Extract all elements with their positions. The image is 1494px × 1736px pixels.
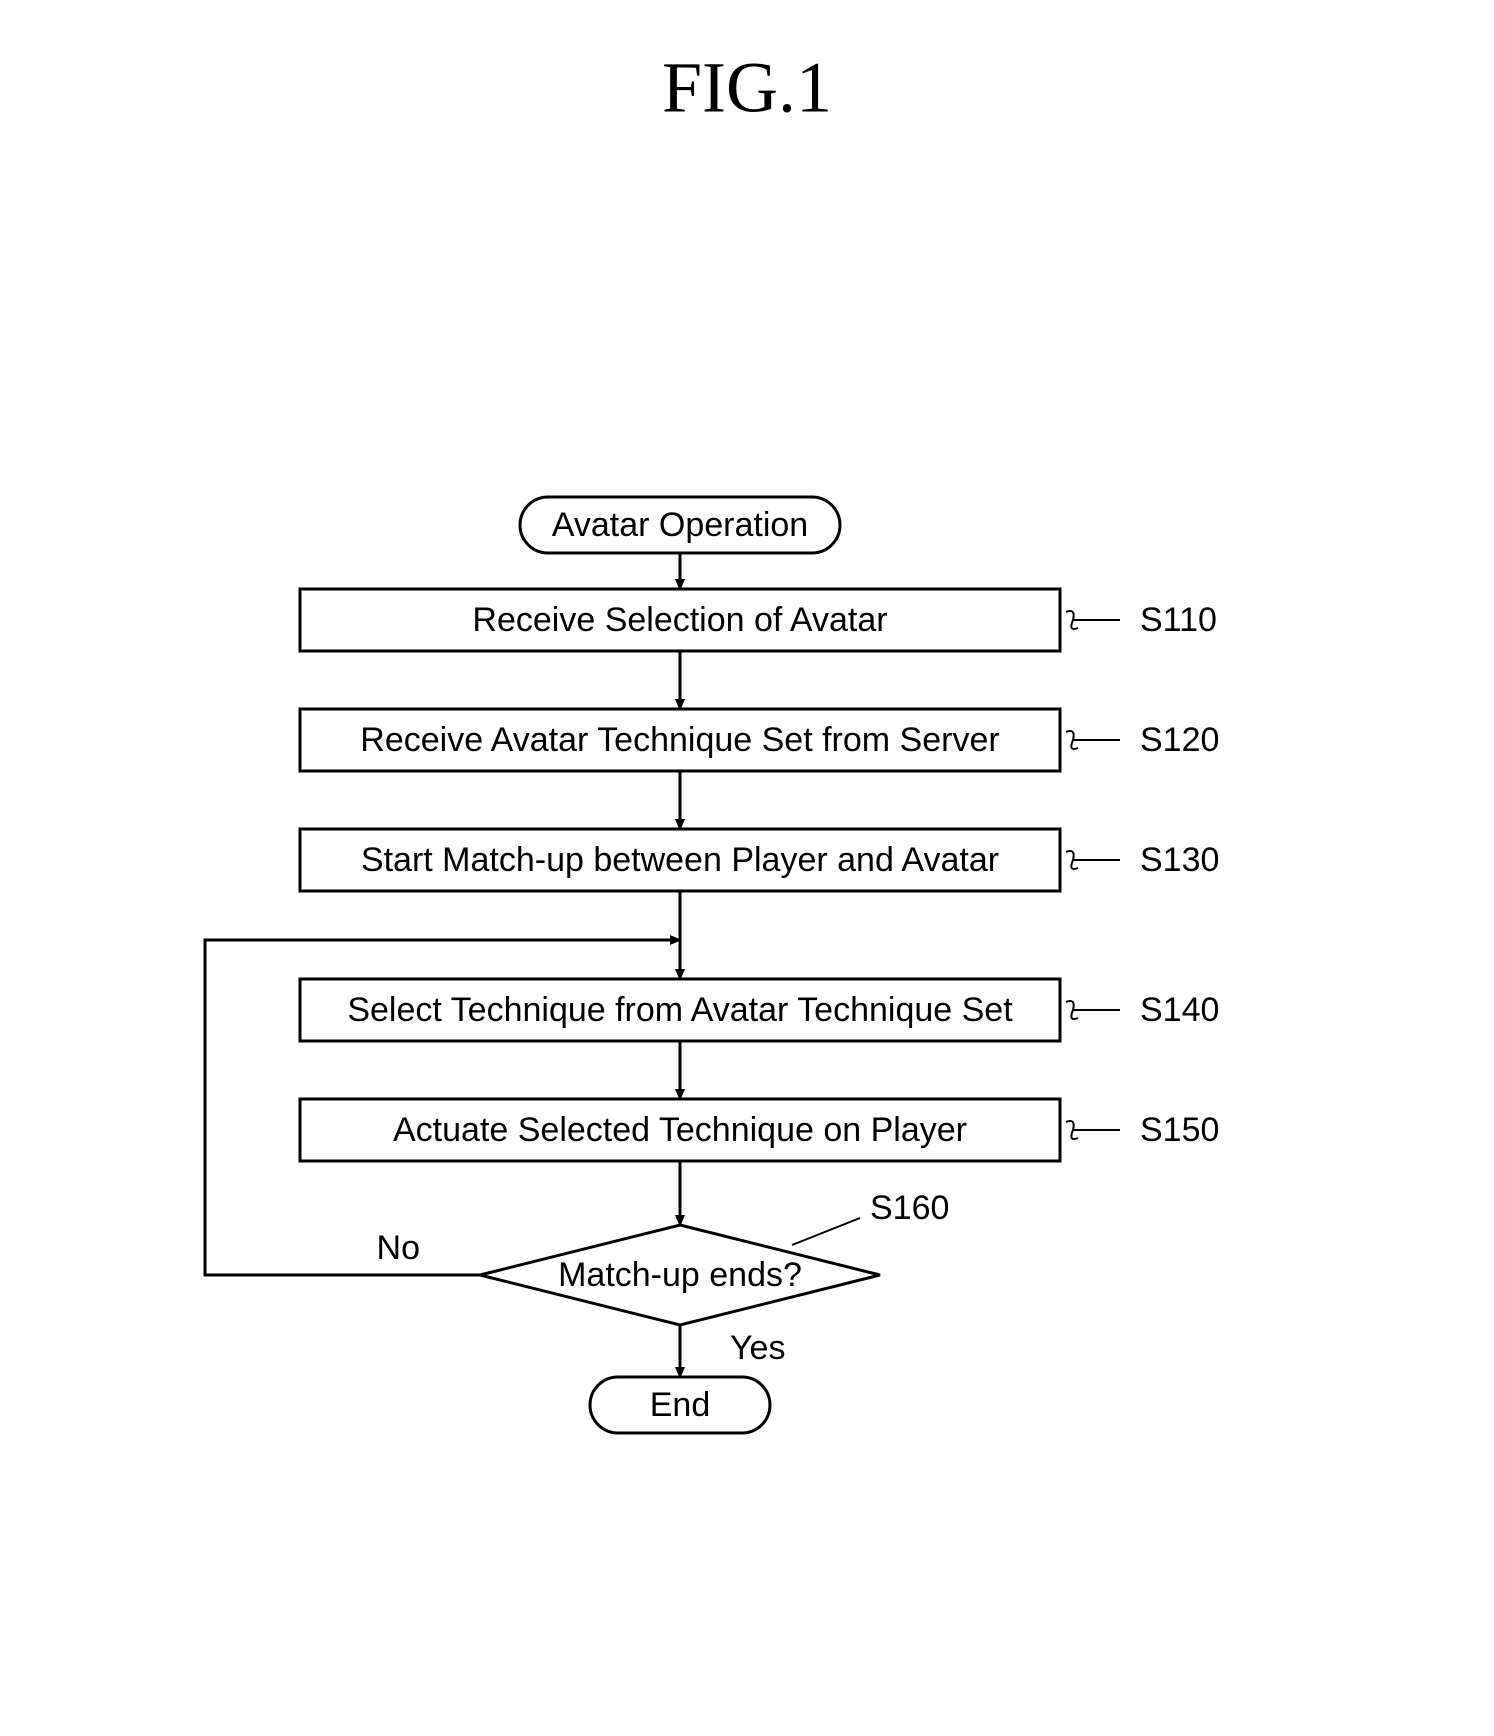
figure-title: FIG.1 [662, 48, 832, 128]
edge-label-yes: Yes [730, 1329, 785, 1367]
step-label-s120: S120 [1140, 721, 1219, 759]
node-text-s160: Match-up ends? [558, 1256, 802, 1294]
node-text-s130: Start Match-up between Player and Avatar [361, 841, 999, 879]
node-text-end: End [650, 1386, 711, 1424]
figure-page: Avatar Operation Receive Selection of Ava… [0, 0, 1494, 1736]
node-text-s150: Actuate Selected Technique on Player [393, 1111, 967, 1149]
leader-s160 [792, 1218, 860, 1245]
step-label-s110: S110 [1140, 601, 1217, 639]
node-text-s110: Receive Selection of Avatar [472, 601, 887, 639]
node-text-start: Avatar Operation [552, 506, 808, 544]
step-label-s150: S150 [1140, 1111, 1219, 1149]
step-label-s160: S160 [870, 1189, 949, 1227]
edge-label-no: No [377, 1229, 420, 1267]
step-label-s140: S140 [1140, 991, 1219, 1029]
step-label-s130: S130 [1140, 841, 1219, 879]
node-text-s120: Receive Avatar Technique Set from Server [360, 721, 999, 759]
node-text-s140: Select Technique from Avatar Technique S… [347, 991, 1013, 1029]
flowchart-svg: Avatar Operation Receive Selection of Ava… [0, 0, 1494, 1736]
